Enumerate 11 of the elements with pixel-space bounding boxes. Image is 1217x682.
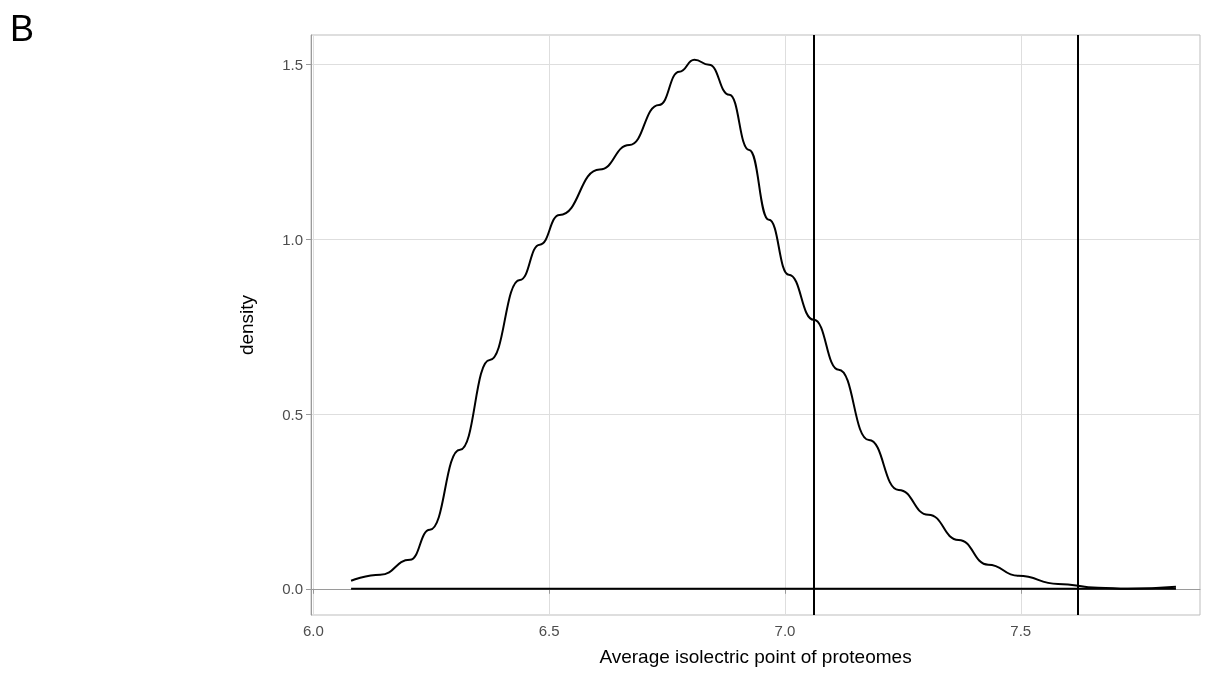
x-axis-title: Average isolectric point of proteomes — [599, 646, 912, 667]
x-tick-label: 7.5 — [1010, 622, 1032, 639]
x-tick-label: 7.0 — [774, 622, 796, 639]
y-tick-label: 0.5 — [282, 405, 303, 423]
x-tick-label: 6.0 — [302, 622, 324, 639]
x-tick-label: 6.5 — [538, 622, 560, 639]
y-axis-title: density — [236, 294, 257, 356]
y-tick-label: 0.0 — [282, 580, 303, 598]
text: B — [10, 7, 35, 49]
y-tick-label: 1.0 — [282, 230, 303, 248]
y-tick-label: 1.5 — [282, 56, 303, 74]
